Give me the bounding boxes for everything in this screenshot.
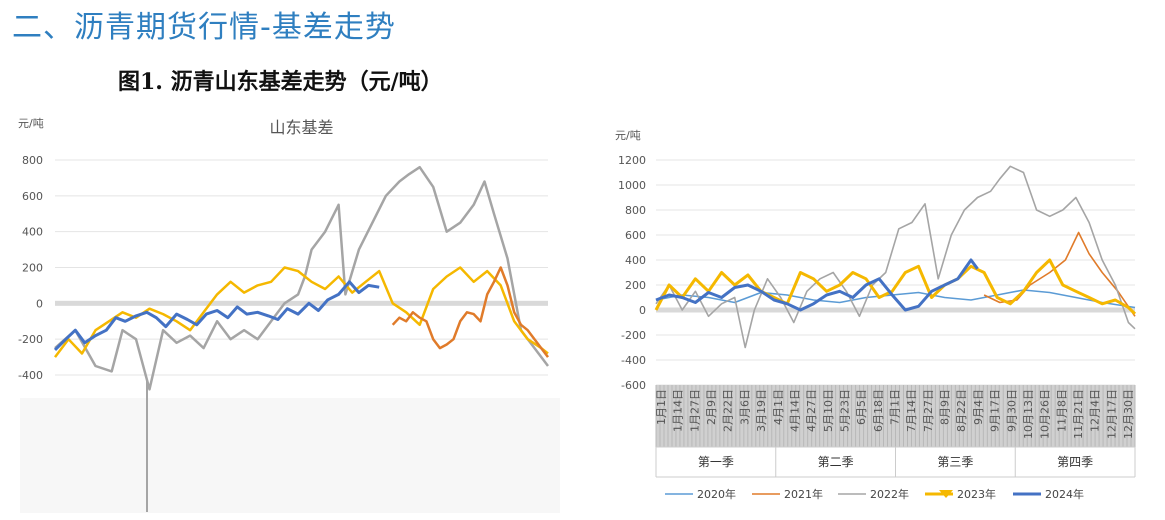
x-date-label: 10月13日: [1022, 389, 1035, 439]
x-date-label: 1月1日: [655, 389, 668, 425]
y-tick-label-2: -600: [621, 379, 646, 392]
y-tick-label-2: -200: [621, 329, 646, 342]
x-date-label: 11月8日: [1055, 389, 1068, 432]
series-line-2-2023年: [654, 258, 1137, 315]
quarter-label: 第二季: [818, 455, 854, 469]
y-tick-label: 400: [22, 226, 43, 239]
quarter-label: 第一季: [698, 455, 734, 469]
y-tick-label-2: 600: [625, 229, 646, 242]
y-tick-label: -400: [18, 369, 43, 382]
series-line-2022年: [54, 165, 549, 391]
x-date-label: 12月17日: [1105, 389, 1118, 439]
x-date-label: 2月9日: [705, 389, 718, 425]
x-date-label: 3月19日: [755, 389, 768, 432]
x-date-label: 9月30日: [1005, 389, 1018, 432]
y-tick-label-2: 1000: [618, 179, 646, 192]
y-tick-label: 600: [22, 190, 43, 203]
y-tick-label: 0: [36, 297, 43, 310]
series-line-2-2021年: [983, 231, 1136, 317]
x-date-label: 2月22日: [722, 389, 735, 432]
x-date-label: 7月1日: [889, 389, 902, 425]
x-date-label: 7月14日: [905, 389, 918, 432]
lower-panel: [20, 398, 560, 513]
series-line-2-2022年: [655, 165, 1136, 349]
y-tick-label-2: -400: [621, 354, 646, 367]
section-title: 二、沥青期货行情-基差走势: [12, 10, 396, 45]
x-date-label: 9月4日: [972, 389, 985, 425]
y-tick-label-2: 200: [625, 279, 646, 292]
zero-band-2: [656, 307, 1135, 313]
x-date-label: 6月5日: [855, 389, 868, 425]
x-date-label: 1月14日: [672, 389, 685, 432]
series-line-2024年: [53, 280, 380, 351]
y-tick-label-2: 1200: [618, 154, 646, 167]
legend-label: 2020年: [697, 487, 736, 501]
series-line-2-2020年: [655, 289, 1136, 309]
y-axis-label-2: 元/吨: [615, 129, 641, 142]
y-tick-label: 200: [22, 262, 43, 275]
legend-marker: [939, 490, 953, 498]
legend-label: 2023年: [957, 487, 996, 501]
x-date-label: 12月4日: [1089, 389, 1102, 432]
quarter-label: 第四季: [1057, 455, 1093, 469]
x-date-label: 8月9日: [939, 389, 952, 425]
chart-title: 山东基差: [269, 118, 333, 137]
x-date-label: 8月22日: [955, 389, 968, 432]
x-date-label: 7月27日: [922, 389, 935, 432]
series-line-2021年: [391, 266, 549, 358]
y-axis-label: 元/吨: [18, 117, 44, 130]
legend-label: 2021年: [784, 487, 823, 501]
chart-shandong-basis: 元/吨 山东基差 800 600 400 200 0 -200 -400: [18, 117, 560, 513]
x-date-label: 12月30日: [1122, 389, 1135, 439]
x-date-label: 1月27日: [688, 389, 701, 432]
date-band: [656, 385, 1135, 447]
x-date-label: 9月17日: [989, 389, 1002, 432]
x-date-label: 4月1日: [772, 389, 785, 425]
x-date-label: 4月14日: [788, 389, 801, 432]
y-tick-label: -200: [18, 333, 43, 346]
y-tick-label: 800: [22, 154, 43, 167]
x-date-label: 5月10日: [822, 389, 835, 432]
x-date-label: 5月23日: [838, 389, 851, 432]
figure-title: 图1. 沥青山东基差走势（元/吨）: [118, 69, 443, 95]
quarter-label: 第三季: [937, 455, 973, 469]
x-date-label: 4月27日: [805, 389, 818, 432]
x-date-label: 10月26日: [1039, 389, 1052, 439]
x-date-label: 3月6日: [738, 389, 751, 425]
x-date-label: 6月18日: [872, 389, 885, 432]
x-date-label: 11月21日: [1072, 389, 1085, 439]
legend-label: 2024年: [1045, 487, 1084, 501]
zero-band: [55, 300, 548, 306]
y-tick-label-2: 400: [625, 254, 646, 267]
y-tick-label-2: 800: [625, 204, 646, 217]
legend-label: 2022年: [870, 487, 909, 501]
series-line-2-2024年: [655, 258, 979, 312]
y-tick-label-2: 0: [639, 304, 646, 317]
